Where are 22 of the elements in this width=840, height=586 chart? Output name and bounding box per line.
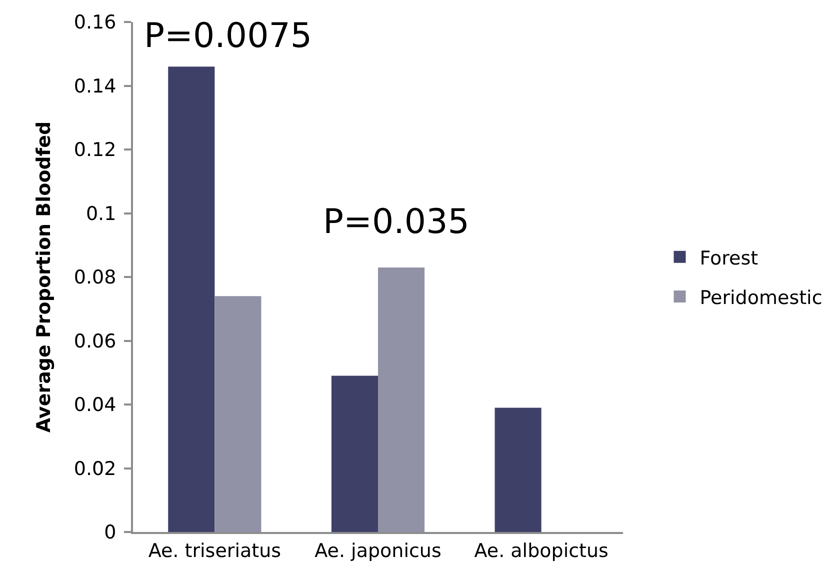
y-tick-label: 0.06 [74,330,116,352]
bar [331,376,378,532]
x-tick-label: Ae. japonicus [314,540,442,562]
y-tick-label: 0 [104,522,116,544]
legend-label: Peridomestic [700,286,822,309]
annotation: P=0.0075 [144,16,312,56]
y-tick-label: 0.02 [74,458,116,480]
bar [168,66,215,532]
y-axis-title: Average Proportion Bloodfed [33,121,56,433]
bar [378,267,425,532]
y-tick-label: 0.08 [74,266,116,289]
bar [214,296,262,532]
y-tick-label: 0.1 [86,202,116,225]
bar [494,408,542,532]
y-tick-label: 0.12 [74,139,116,162]
y-tick-label: 0.04 [74,394,116,416]
y-tick-label: 0.16 [74,12,116,34]
x-tick-label: Ae. triseriatus [148,540,282,562]
legend-label: Forest [700,247,758,270]
annotation: P=0.035 [323,202,470,242]
x-tick-label: Ae. albopictus [474,540,608,562]
y-tick-label: 0.14 [74,75,116,98]
